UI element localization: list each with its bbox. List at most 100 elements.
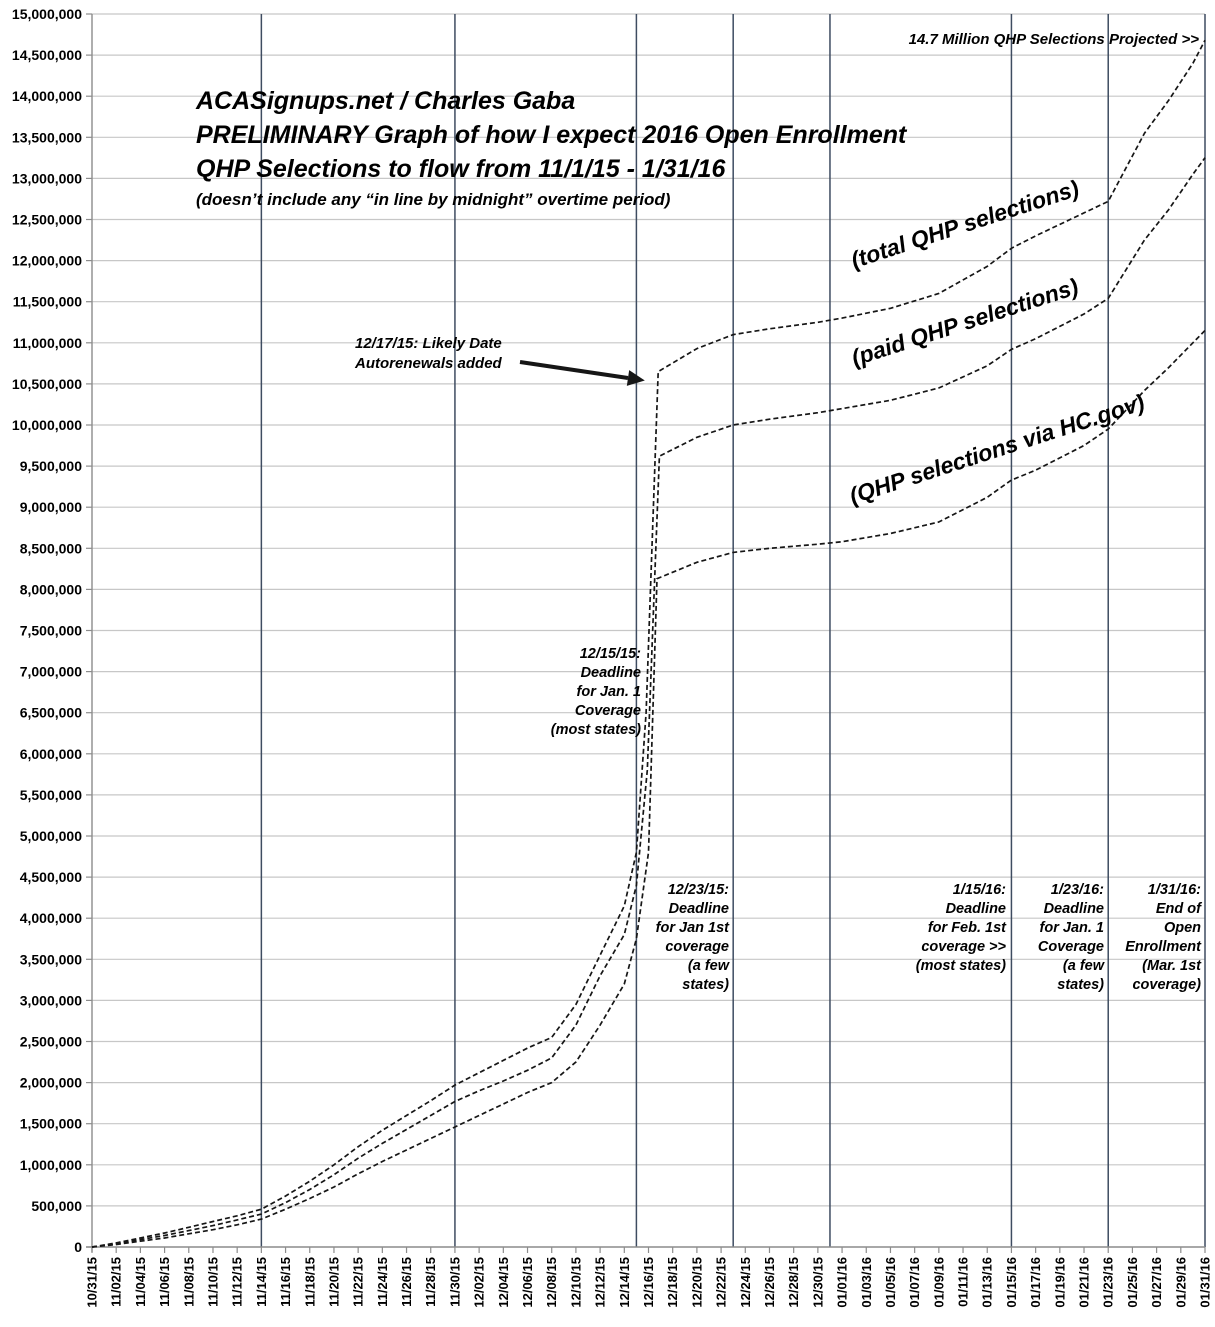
x-tick-label: 01/05/16 (883, 1257, 898, 1308)
series-line-paid-qhp-selections (91, 157, 1206, 1248)
axes (86, 14, 1205, 1252)
x-tick-label: 12/30/15 (810, 1257, 825, 1308)
x-tick-label: 01/01/16 (835, 1257, 850, 1308)
x-axis-labels: 10/31/15 11/02/15 11/04/15 11/06/15 11/08/15… (85, 1247, 1213, 1308)
y-tick-label: 4,000,000 (20, 910, 82, 926)
y-tick-label: 5,000,000 (20, 828, 82, 844)
y-tick-label: 6,000,000 (20, 746, 82, 762)
x-tick-label: 12/18/15 (665, 1257, 680, 1308)
x-tick-label: 01/21/16 (1077, 1257, 1092, 1308)
x-tick-label: 11/26/15 (399, 1257, 414, 1307)
x-tick-label: 12/04/15 (496, 1257, 511, 1308)
y-tick-label: 13,500,000 (12, 129, 82, 145)
x-tick-label: 01/31/16 (1198, 1257, 1213, 1308)
vertical-gridlines (260, 14, 1206, 1247)
x-tick-label: 11/24/15 (375, 1257, 390, 1307)
y-tick-label: 14,500,000 (12, 47, 82, 63)
y-tick-label: 7,500,000 (20, 623, 82, 639)
autorenewals-arrow-line (519, 360, 629, 380)
y-tick-label: 1,000,000 (20, 1157, 82, 1173)
x-tick-label: 11/18/15 (302, 1257, 317, 1307)
x-tick-label: 11/02/15 (109, 1257, 124, 1307)
x-tick-label: 01/11/16 (956, 1257, 971, 1307)
y-tick-label: 6,500,000 (20, 705, 82, 721)
jan31-end-note: 1/31/16: End of Open Enrollment (Mar. 1s… (1125, 882, 1201, 993)
y-tick-label: 13,000,000 (12, 170, 82, 186)
y-tick-label: 5,500,000 (20, 787, 82, 803)
x-tick-label: 01/29/16 (1173, 1257, 1188, 1308)
y-tick-label: 1,500,000 (20, 1116, 82, 1132)
y-tick-label: 9,500,000 (20, 458, 82, 474)
dec23-deadline-note: 12/23/15: Deadline for Jan 1st coverage … (655, 882, 729, 993)
x-tick-label: 11/30/15 (447, 1257, 462, 1307)
y-tick-label: 8,500,000 (20, 540, 82, 556)
x-tick-label: 11/08/15 (181, 1257, 196, 1307)
x-tick-label: 01/03/16 (859, 1257, 874, 1308)
x-tick-label: 12/20/15 (689, 1257, 704, 1308)
x-tick-label: 01/23/16 (1101, 1257, 1116, 1308)
y-tick-label: 3,000,000 (20, 992, 82, 1008)
y-tick-label: 10,000,000 (12, 417, 82, 433)
x-tick-label: 12/24/15 (738, 1257, 753, 1308)
x-tick-label: 11/04/15 (133, 1257, 148, 1307)
x-tick-label: 12/28/15 (786, 1257, 801, 1308)
x-tick-label: 12/14/15 (617, 1257, 632, 1308)
y-tick-label: 500,000 (31, 1198, 82, 1214)
x-tick-label: 12/02/15 (472, 1257, 487, 1308)
x-tick-label: 01/17/16 (1028, 1257, 1043, 1308)
x-tick-label: 11/14/15 (254, 1257, 269, 1307)
y-tick-label: 0 (74, 1239, 82, 1255)
projected-note: 14.7 Million QHP Selections Projected >> (908, 31, 1199, 48)
x-tick-label: 11/20/15 (326, 1257, 341, 1307)
autorenewals-note: 12/17/15: Likely Date Autorenewals added (355, 335, 502, 372)
y-tick-label: 8,000,000 (20, 581, 82, 597)
y-tick-label: 14,000,000 (12, 88, 82, 104)
x-tick-label: 01/09/16 (931, 1257, 946, 1308)
x-tick-label: 11/06/15 (157, 1257, 172, 1307)
y-tick-label: 2,500,000 (20, 1034, 82, 1050)
chart-title-line-3: QHP Selections to flow from 11/1/15 - 1/… (196, 155, 726, 183)
x-tick-label: 10/31/15 (85, 1257, 100, 1308)
y-tick-label: 7,000,000 (20, 664, 82, 680)
y-tick-label: 9,000,000 (20, 499, 82, 515)
y-tick-label: 11,000,000 (13, 335, 83, 351)
y-tick-label: 12,000,000 (12, 253, 82, 269)
x-tick-label: 01/25/16 (1125, 1257, 1140, 1308)
x-tick-label: 11/10/15 (205, 1257, 220, 1307)
x-tick-label: 12/16/15 (641, 1257, 656, 1308)
chart-title-block: ACASignups.net / Charles Gaba PRELIMINAR… (196, 84, 906, 212)
x-tick-label: 11/16/15 (278, 1257, 293, 1307)
x-tick-label: 01/27/16 (1149, 1257, 1164, 1308)
y-tick-label: 4,500,000 (20, 869, 82, 885)
series-line-total-qhp-selections (91, 39, 1206, 1248)
x-tick-label: 01/19/16 (1052, 1257, 1067, 1308)
y-tick-label: 15,000,000 (12, 6, 82, 22)
x-tick-label: 11/28/15 (423, 1257, 438, 1307)
autorenewals-arrow-head (626, 370, 645, 386)
chart-title-subnote: (doesn’t include any “in line by midnigh… (196, 190, 671, 209)
jan23-deadline-note: 1/23/16: Deadline for Jan. 1 Coverage (a… (1037, 882, 1104, 993)
series-line-qhp-selections-via-hc-gov (91, 329, 1206, 1248)
x-tick-label: 11/12/15 (230, 1257, 245, 1307)
y-tick-label: 11,500,000 (13, 294, 83, 310)
x-tick-label: 12/12/15 (593, 1257, 608, 1308)
horizontal-gridlines (92, 13, 1205, 1207)
y-axis-labels: 0 500,000 1,000,000 1,500,000 2,000,000 2,500… (12, 6, 92, 1255)
x-tick-label: 01/13/16 (980, 1257, 995, 1308)
chart-title-line-1: ACASignups.net / Charles Gaba (196, 87, 576, 115)
x-tick-label: 12/08/15 (544, 1257, 559, 1308)
chart-title-line-2: PRELIMINARY Graph of how I expect 2016 O… (196, 121, 907, 149)
x-tick-label: 01/15/16 (1004, 1257, 1019, 1308)
x-tick-label: 12/22/15 (714, 1257, 729, 1308)
x-tick-label: 12/06/15 (520, 1257, 535, 1308)
y-tick-label: 3,500,000 (20, 951, 82, 967)
dec15-deadline-note: 12/15/15: Deadline for Jan. 1 Coverage (… (550, 646, 641, 738)
x-tick-label: 12/10/15 (568, 1257, 583, 1308)
x-tick-label: 01/07/16 (907, 1257, 922, 1308)
jan15-deadline-note: 1/15/16: Deadline for Feb. 1st coverage … (915, 882, 1006, 974)
y-tick-label: 2,000,000 (20, 1075, 82, 1091)
y-tick-label: 10,500,000 (12, 376, 82, 392)
x-tick-label: 12/26/15 (762, 1257, 777, 1308)
